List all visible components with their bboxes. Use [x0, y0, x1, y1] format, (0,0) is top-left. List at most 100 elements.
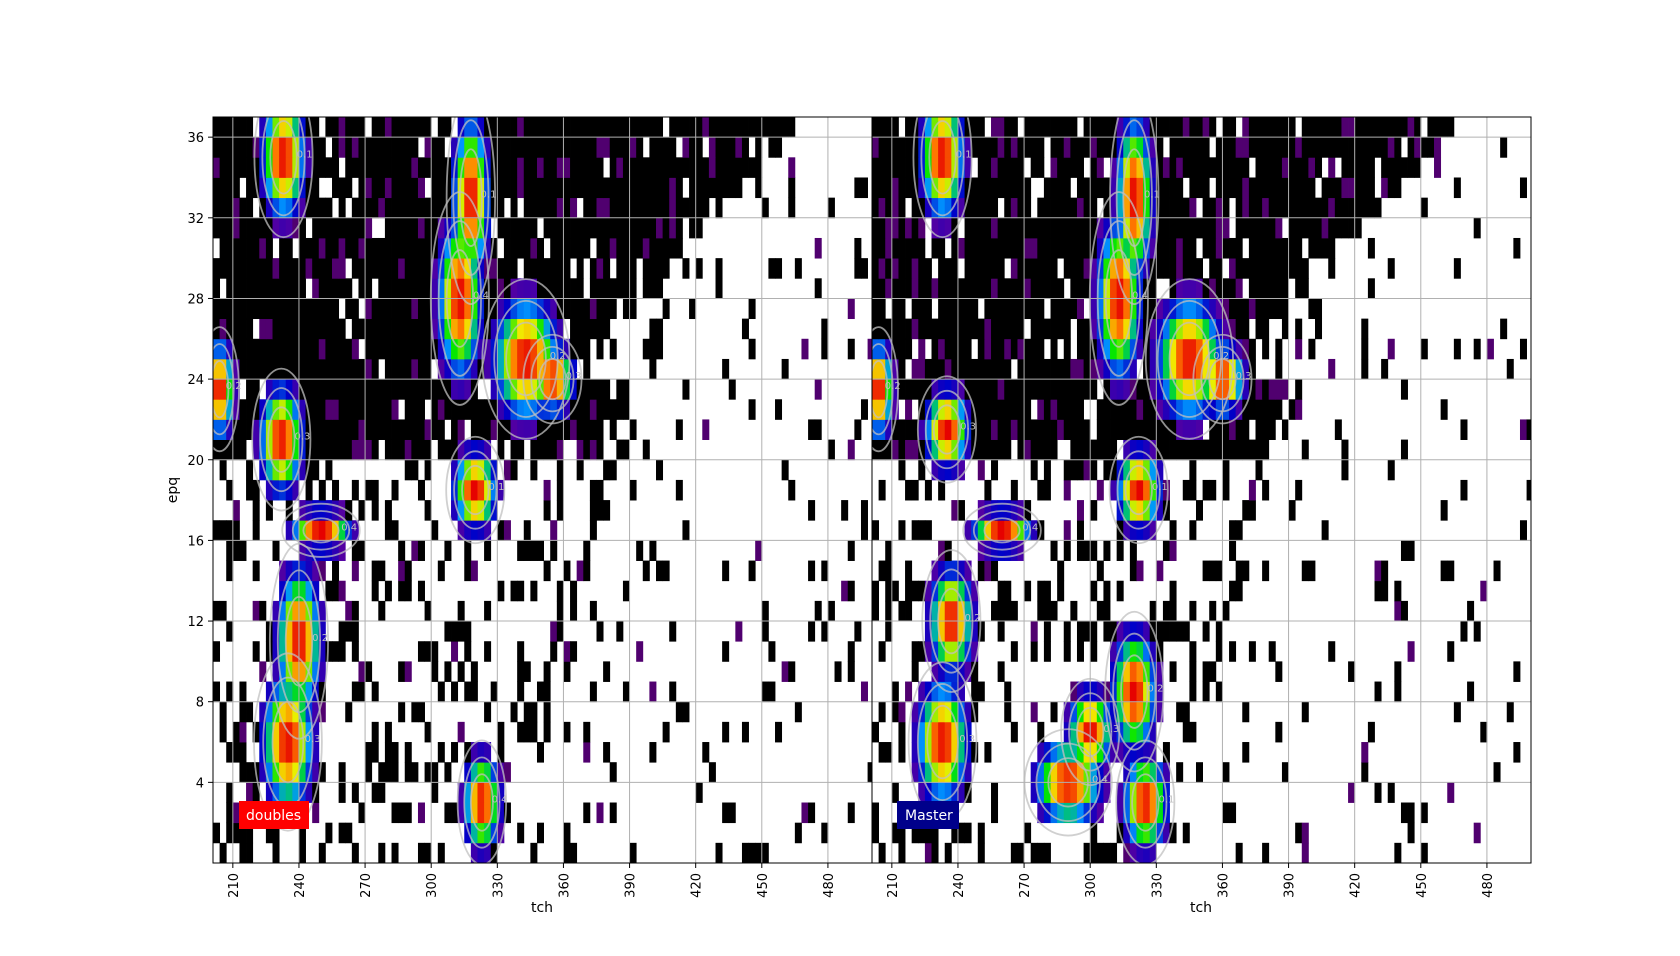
heatmap-cell	[642, 217, 650, 239]
heatmap-cell	[964, 117, 972, 138]
heatmap-cell	[325, 540, 333, 561]
heatmap-cell	[1083, 439, 1091, 461]
heatmap-cell	[675, 217, 683, 239]
heatmap-cell	[1176, 177, 1184, 199]
heatmap-cell	[298, 157, 306, 178]
heatmap-cell	[239, 338, 247, 360]
heatmap-cell	[1024, 298, 1032, 320]
heatmap-cell	[1295, 258, 1303, 279]
heatmap-cell	[298, 540, 306, 561]
heatmap-cell	[351, 358, 359, 380]
heatmap-cell	[1057, 762, 1065, 783]
heatmap-cell	[523, 701, 531, 723]
heatmap-cell	[318, 762, 326, 783]
heatmap-cell	[891, 379, 899, 400]
heatmap-cell	[226, 217, 234, 239]
heatmap-cell	[1010, 137, 1018, 158]
heatmap-cell	[1321, 197, 1329, 219]
right-x-axis-label: tch	[1190, 900, 1212, 916]
heatmap-cell	[292, 318, 300, 340]
heatmap-cell	[931, 318, 939, 340]
heatmap-cell	[338, 379, 346, 400]
heatmap-cell	[1136, 701, 1144, 723]
heatmap-cell	[583, 298, 591, 320]
heatmap-cell	[279, 318, 287, 340]
heatmap-cell	[1162, 439, 1170, 461]
heatmap-cell	[497, 177, 505, 199]
heatmap-cell	[365, 318, 373, 340]
heatmap-cell	[924, 600, 932, 622]
heatmap-cell	[259, 298, 267, 320]
heatmap-cell	[457, 197, 465, 219]
heatmap-cell	[583, 117, 591, 138]
heatmap-cell	[1149, 379, 1157, 400]
heatmap-cell	[1222, 419, 1230, 440]
heatmap-cell	[1189, 520, 1197, 541]
heatmap-cell	[1076, 177, 1084, 199]
heatmap-cell	[1063, 197, 1071, 219]
heatmap-cell	[1149, 500, 1157, 521]
heatmap-cell	[1129, 701, 1137, 723]
heatmap-cell	[702, 117, 710, 138]
heatmap-cell	[1004, 540, 1012, 561]
heatmap-cell	[1222, 802, 1230, 824]
heatmap-cell	[1103, 621, 1111, 642]
heatmap-cell	[636, 137, 644, 158]
heatmap-cell	[957, 379, 965, 400]
heatmap-cell	[365, 399, 373, 420]
heatmap-cell	[292, 661, 300, 682]
heatmap-cell	[451, 237, 459, 259]
heatmap-cell	[964, 217, 972, 239]
heatmap-cell	[1063, 117, 1071, 138]
heatmap-cell	[1189, 661, 1197, 682]
heatmap-cell	[1149, 600, 1157, 622]
heatmap-cell	[1037, 237, 1045, 259]
heatmap-cell	[252, 298, 260, 320]
heatmap-cell	[510, 580, 518, 602]
heatmap-cell	[781, 358, 789, 380]
contour-label: 0.2	[885, 381, 901, 392]
heatmap-cell	[424, 641, 432, 662]
heatmap-cell	[997, 157, 1005, 178]
heatmap-cell	[583, 379, 591, 400]
heatmap-cell	[384, 379, 392, 400]
heatmap-cell	[1136, 742, 1144, 763]
contour-line	[872, 343, 894, 436]
heatmap-cell	[768, 117, 776, 138]
heatmap-cell	[464, 258, 472, 279]
heatmap-cell	[298, 641, 306, 662]
heatmap-cell	[702, 419, 710, 440]
heatmap-cell	[596, 278, 604, 299]
heatmap-cell	[503, 459, 511, 481]
heatmap-cell	[358, 358, 366, 380]
heatmap-cell	[305, 157, 313, 178]
heatmap-cell	[351, 157, 359, 178]
heatmap-cell	[834, 661, 842, 682]
heatmap-cell	[854, 177, 862, 199]
heatmap-cell	[997, 580, 1005, 602]
heatmap-cell	[735, 177, 743, 199]
heatmap-cell	[991, 258, 999, 279]
heatmap-cell	[219, 217, 227, 239]
heatmap-cell	[1070, 258, 1078, 279]
heatmap-cell	[1143, 419, 1151, 440]
heatmap-cell	[378, 278, 386, 299]
heatmap-cell	[911, 822, 919, 844]
heatmap-cell	[1050, 298, 1058, 320]
heatmap-cell	[1050, 117, 1058, 138]
heatmap-cell	[997, 278, 1005, 299]
heatmap-cell	[898, 258, 906, 279]
heatmap-cell	[1076, 459, 1084, 481]
heatmap-cell	[1328, 137, 1336, 158]
heatmap-cell	[497, 217, 505, 239]
heatmap-cell	[984, 157, 992, 178]
heatmap-cell	[984, 500, 992, 521]
heatmap-cell	[550, 217, 558, 239]
heatmap-cell	[232, 419, 240, 440]
heatmap-cell	[1063, 721, 1071, 743]
heatmap-cell	[1288, 157, 1296, 178]
heatmap-cell	[411, 419, 419, 440]
contour-line	[463, 756, 501, 849]
heatmap-cell	[292, 278, 300, 299]
heatmap-cell	[1195, 217, 1203, 239]
